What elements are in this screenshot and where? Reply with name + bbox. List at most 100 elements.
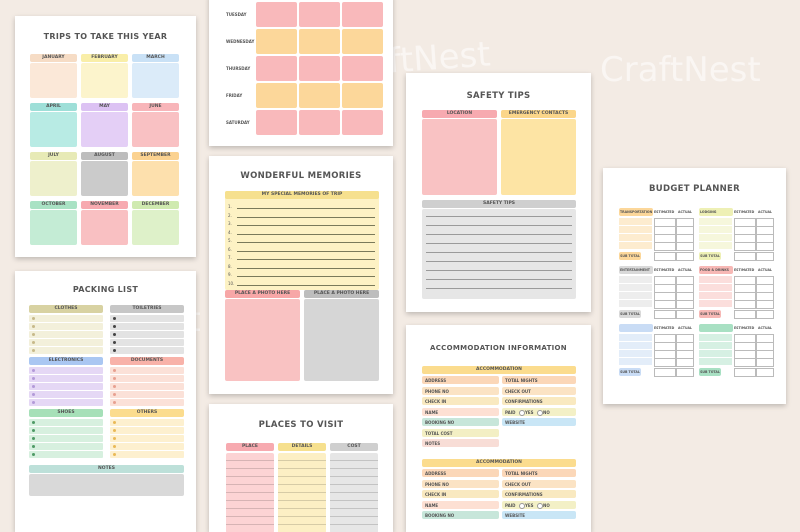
- month-box: [132, 112, 179, 147]
- budget-row: [699, 300, 732, 307]
- page-title: SAFETY TIPS: [466, 91, 531, 101]
- checkbox-dot: [113, 401, 116, 404]
- row-line: [278, 468, 326, 469]
- section-header: ELECTRONICS: [29, 357, 103, 365]
- budget-row: [619, 358, 652, 365]
- actual-label: ACTUAL: [758, 326, 772, 330]
- tips-line: [426, 243, 572, 244]
- field-label: TOTAL COST: [425, 430, 453, 436]
- field-left: [422, 439, 499, 447]
- day-cell-3: [342, 83, 383, 108]
- subtotal-label: SUB TOTAL: [619, 252, 641, 260]
- watermark: CraftNest: [600, 50, 761, 90]
- field-left: [422, 511, 499, 519]
- checkbox-dot: [32, 333, 35, 336]
- field-right: [502, 479, 576, 488]
- budget-row: [699, 242, 732, 249]
- checkbox-dot: [113, 445, 116, 448]
- subtotal-label: SUB TOTAL: [699, 252, 721, 260]
- accommodation-page: ACCOMMODATION INFORMATION ACCOMMODATION A…: [406, 325, 591, 532]
- memory-line: [237, 225, 375, 226]
- memory-number: 2.: [228, 212, 232, 218]
- row-line: [330, 468, 378, 469]
- row-line: [226, 500, 274, 501]
- estimated-label: ESTIMATED: [734, 210, 755, 214]
- checkbox-dot: [113, 317, 116, 320]
- budget-row: [699, 350, 732, 357]
- tips-line: [426, 270, 572, 271]
- column-header: DETAILS: [278, 443, 326, 451]
- field-left: [422, 490, 499, 498]
- memory-number: 1.: [228, 204, 232, 209]
- checklist-row: [29, 391, 103, 398]
- field-label: CHECK OUT: [505, 481, 531, 487]
- field-label: WEBSITE: [505, 513, 526, 518]
- memory-line: [237, 276, 375, 277]
- field-label: WEBSITE: [505, 420, 526, 425]
- month-box: [132, 210, 179, 245]
- month-box: [132, 63, 179, 98]
- budget-category: LODGING: [699, 208, 733, 216]
- budget-row: [619, 342, 652, 349]
- photo-placeholder-1[interactable]: [225, 299, 300, 381]
- photo-placeholder-2[interactable]: [304, 299, 379, 381]
- subtotal-cell: [676, 310, 694, 319]
- field-left: [422, 386, 499, 395]
- field-left: [422, 500, 499, 509]
- checkbox-dot: [32, 369, 35, 372]
- day-label: FRIDAY: [226, 93, 243, 98]
- field-label: CHECK IN: [425, 399, 447, 404]
- estimated-label: ESTIMATED: [654, 210, 675, 214]
- places-page: PLACES TO VISIT PLACE DETAILS COST: [209, 404, 393, 532]
- checkbox-dot: [113, 341, 116, 344]
- row-line: [330, 516, 378, 517]
- checklist-row: [110, 443, 184, 450]
- checklist-row: [29, 367, 103, 374]
- month-box: [30, 112, 77, 147]
- checkbox-dot: [32, 385, 35, 388]
- checkbox-dot: [113, 429, 116, 432]
- subtotal-cell: [734, 368, 756, 377]
- field-left: [422, 376, 499, 384]
- row-line: [278, 524, 326, 525]
- actual-label: ACTUAL: [678, 268, 692, 272]
- memory-line: [237, 250, 375, 252]
- column-body: [278, 453, 326, 532]
- month-header: NOVEMBER: [81, 201, 128, 209]
- field-left: [422, 397, 499, 405]
- month-box: [30, 63, 77, 98]
- row-line: [330, 476, 378, 477]
- field-label: BOOKING NO: [425, 513, 455, 518]
- subtotal-label: SUB TOTAL: [699, 310, 721, 318]
- subtotal-cell: [756, 310, 774, 319]
- checkbox-dot: [113, 325, 116, 328]
- subtotal-label: SUB TOTAL: [619, 368, 641, 376]
- month-header: MARCH: [132, 54, 179, 62]
- checkbox-dot: [113, 437, 116, 440]
- checklist-row: [110, 383, 184, 390]
- checklist-row: [110, 331, 184, 338]
- memory-number: 3.: [228, 221, 232, 226]
- column-header: COST: [330, 443, 378, 451]
- row-line: [278, 492, 326, 493]
- no-label: NO: [543, 409, 550, 415]
- budget-cell: [756, 300, 774, 309]
- checkbox-dot: [113, 453, 116, 456]
- estimated-label: ESTIMATED: [654, 326, 675, 330]
- budget-category: TRANSPORTATION: [619, 208, 653, 216]
- section-header: DOCUMENTS: [110, 357, 184, 365]
- month-header: FEBRUARY: [81, 54, 128, 62]
- memory-line: [237, 208, 375, 209]
- budget-cell: [756, 242, 774, 251]
- field-right: [502, 397, 576, 405]
- row-line: [330, 500, 378, 501]
- row-line: [226, 516, 274, 517]
- month-header: APRIL: [30, 103, 77, 111]
- checkbox-dot: [32, 341, 35, 344]
- budget-page: BUDGET PLANNER TRANSPORTATION ESTIMATED AC…: [603, 168, 786, 404]
- checkbox-dot: [32, 393, 35, 396]
- row-line: [278, 508, 326, 509]
- budget-cell: [676, 242, 694, 251]
- section-header: SHOES: [29, 409, 103, 417]
- row-line: [330, 492, 378, 493]
